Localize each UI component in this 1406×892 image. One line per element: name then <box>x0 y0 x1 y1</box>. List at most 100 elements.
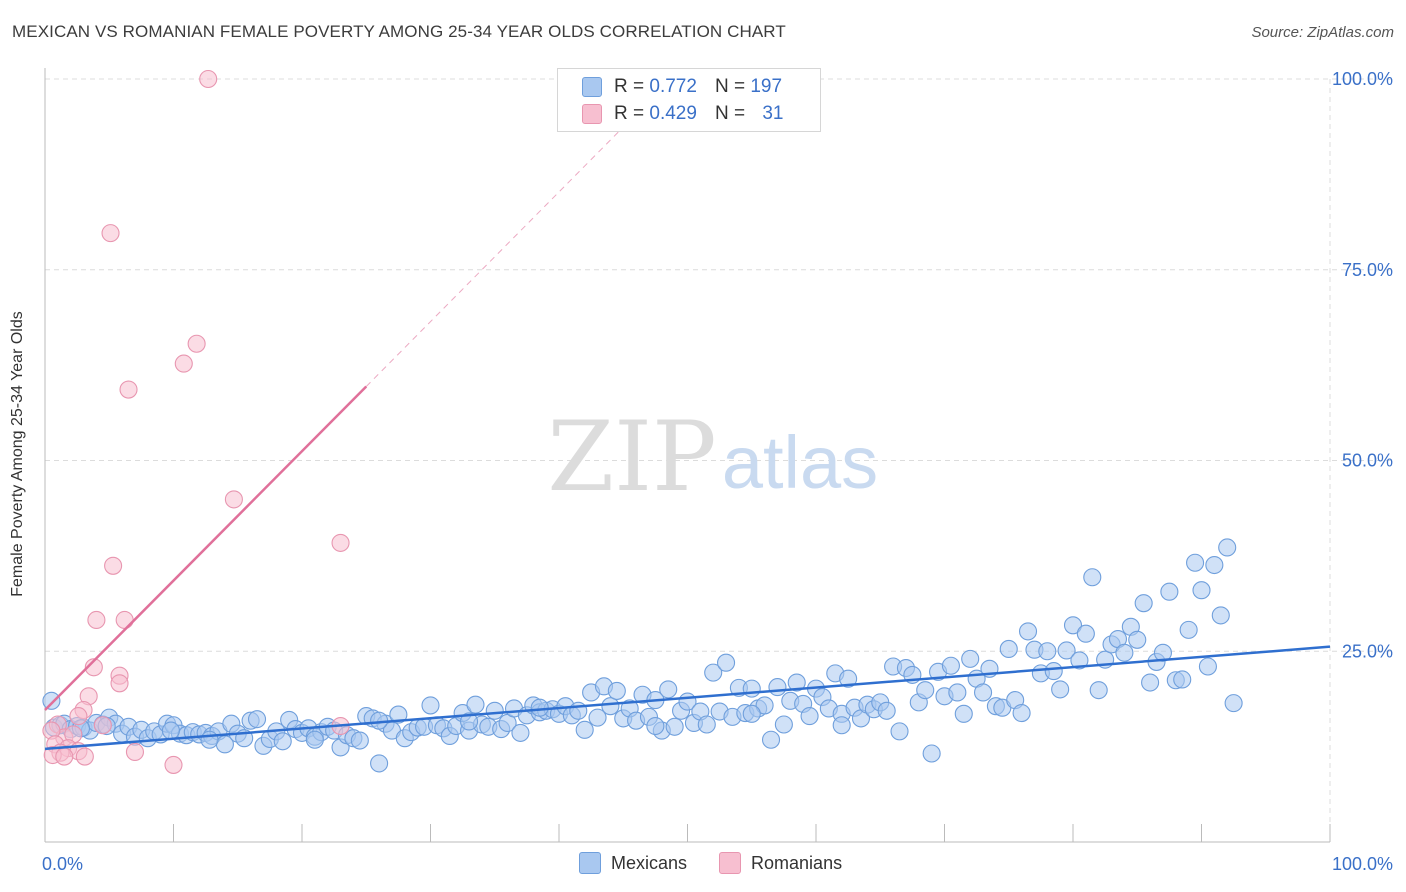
mexicans-point <box>716 653 736 672</box>
bottom-legend-swatch-mexicans <box>579 852 601 874</box>
mexicans-point <box>530 698 549 717</box>
mexicans-point <box>961 649 980 668</box>
mexicans-point <box>1192 581 1211 600</box>
mexicans-point <box>999 639 1018 659</box>
mexicans-point <box>890 722 909 741</box>
legend-n-value: 197 <box>750 76 783 97</box>
legend-swatch-mexicans <box>582 77 602 97</box>
mexicans-point <box>1160 582 1179 601</box>
legend-r-label: R = <box>614 103 645 124</box>
mexicans-point <box>588 708 607 727</box>
mexicans-point <box>466 695 485 714</box>
y-tick-label: 25.0% <box>1342 641 1393 661</box>
mexicans-point <box>973 683 993 702</box>
legend-row-romanians: R = 0.429 N = 31 <box>582 102 783 126</box>
mexicans-point <box>742 679 761 698</box>
legend-r-label: R = <box>614 76 645 97</box>
romanians-point <box>55 747 74 766</box>
bottom-legend: Mexicans Romanians <box>579 852 874 874</box>
mexicans-point <box>787 673 806 692</box>
mexicans-point <box>659 680 678 699</box>
mexicans-point <box>1186 553 1205 572</box>
romanians-point <box>164 755 183 774</box>
mexicans-point <box>247 710 267 729</box>
mexicans-point <box>459 712 479 731</box>
romanians-point <box>224 490 243 509</box>
trend-lines <box>44 126 1331 751</box>
mexicans-point <box>389 705 408 724</box>
mexicans-point <box>941 656 960 675</box>
romanians-point <box>110 674 129 693</box>
mexicans-point <box>1179 620 1198 639</box>
legend-r-value: 0.772 <box>649 76 697 97</box>
mexicans-point <box>755 696 774 715</box>
mexicans-point <box>704 663 723 682</box>
watermark: ZIP atlas <box>547 401 878 513</box>
mexicans-point <box>916 681 935 700</box>
mexicans-point <box>1173 670 1192 689</box>
mexicans-point <box>742 704 761 723</box>
y-tick-label: 75.0% <box>1342 260 1393 280</box>
y-tick-label: 100.0% <box>1332 69 1393 89</box>
legend-n-value: 31 <box>762 103 784 124</box>
mexicans-point <box>948 683 967 702</box>
series-romanians <box>42 69 350 774</box>
legend-row-mexicans: R = 0.772 N = 197 <box>582 75 782 99</box>
chart-title: MEXICAN VS ROMANIAN FEMALE POVERTY AMONG… <box>12 22 786 41</box>
mexicans-point <box>1141 673 1160 692</box>
x-tick-label: 0.0% <box>42 854 83 874</box>
mexicans-point <box>665 717 684 736</box>
legend-n-label: N = <box>714 76 746 97</box>
mexicans-point <box>1038 642 1057 661</box>
romanians-point <box>187 334 206 353</box>
legend-n-label: N = <box>714 103 746 124</box>
mexicans-point <box>350 731 369 750</box>
mexicans-point <box>1115 643 1134 662</box>
bottom-legend-romanians: Romanians <box>719 852 842 874</box>
romanians-point <box>93 716 112 735</box>
mexicans-point <box>697 715 716 734</box>
y-axis-label: Female Poverty Among 25-34 Year Olds <box>9 311 26 597</box>
mexicans-point <box>1218 538 1237 557</box>
gridlines <box>45 78 1392 842</box>
mexicans-point <box>1057 641 1076 660</box>
mexicans-point <box>370 754 389 773</box>
mexicans-point <box>1224 694 1243 713</box>
mexicans-point <box>1012 704 1031 723</box>
x-tick-label: 100.0% <box>1332 854 1393 874</box>
mexicans-point <box>877 701 896 720</box>
legend-r-value: 0.429 <box>649 103 697 124</box>
mexicans-point <box>42 691 61 710</box>
mexicans-point <box>768 678 787 697</box>
mexicans-point <box>832 716 851 735</box>
mexicans-trend-line <box>44 645 1331 751</box>
romanians-trend-extension <box>365 126 624 387</box>
legend-swatch-romanians <box>582 104 602 124</box>
mexicans-point <box>646 716 665 736</box>
mexicans-point <box>1153 643 1172 662</box>
watermark-zip: ZIP <box>547 401 716 513</box>
romanians-point <box>199 69 218 89</box>
mexicans-point <box>1063 616 1083 635</box>
romanians-point <box>125 742 144 762</box>
mexicans-point <box>273 732 292 751</box>
bottom-legend-mexicans: Mexicans <box>579 852 687 874</box>
romanians-point <box>331 533 350 552</box>
y-tick-label: 50.0% <box>1342 451 1393 471</box>
romanians-trend-line <box>44 385 368 711</box>
mexicans-point <box>1070 651 1089 670</box>
mexicans-point <box>421 696 440 715</box>
mexicans-point <box>1018 622 1038 641</box>
bottom-legend-label: Romanians <box>751 852 843 873</box>
tick-labels: 100.0% 75.0% 50.0% 25.0% 0.0% 100.0% <box>42 69 1393 874</box>
romanians-point <box>84 658 103 677</box>
bottom-legend-label: Mexicans <box>611 852 688 873</box>
mexicans-point <box>1205 555 1224 575</box>
mexicans-point <box>1089 681 1108 700</box>
mexicans-point <box>1211 606 1230 625</box>
romanians-point <box>119 380 138 399</box>
mexicans-point <box>200 730 219 749</box>
mexicans-point <box>1128 630 1147 649</box>
romanians-point <box>101 224 120 243</box>
romanians-point <box>115 610 134 630</box>
